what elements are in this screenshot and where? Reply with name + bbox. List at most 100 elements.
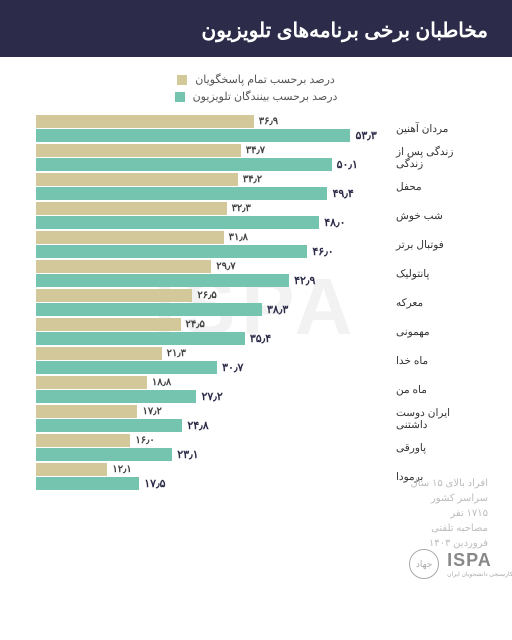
bar-outer: ۴۶٫۰ xyxy=(36,245,390,258)
bar-outer: ۱۷٫۲ xyxy=(36,405,390,418)
bar xyxy=(36,173,238,186)
bar xyxy=(36,376,147,389)
bar xyxy=(36,129,350,142)
row-bars: ۲۶٫۵ ۳۸٫۳ xyxy=(36,289,390,316)
bar-outer: ۴۸٫۰ xyxy=(36,216,390,229)
bar-value: ۴۸٫۰ xyxy=(324,216,345,229)
bar xyxy=(36,448,172,461)
bar-value: ۵۳٫۳ xyxy=(355,129,376,142)
chart-row: پاورقی ۱۶٫۰ ۲۳٫۱ xyxy=(36,434,476,461)
bar xyxy=(36,187,327,200)
row-label: زندگی پس از زندگی xyxy=(390,146,476,170)
legend-label-b: درصد برحسب بینندگان تلویزیون xyxy=(193,90,338,103)
bar-outer: ۳۶٫۹ xyxy=(36,115,390,128)
chart-row: پانتولیک ۲۹٫۷ ۴۲٫۹ xyxy=(36,260,476,287)
bar-value: ۱۶٫۰ xyxy=(135,435,154,446)
bar-value: ۲۷٫۲ xyxy=(201,390,222,403)
bar xyxy=(36,303,262,316)
row-label: ماه خدا xyxy=(390,355,476,367)
legend: درصد برحسب تمام پاسخگویان درصد برحسب بین… xyxy=(0,73,512,103)
bar-value: ۲۴٫۸ xyxy=(187,419,208,432)
bar-outer: ۲۴٫۵ xyxy=(36,318,390,331)
row-bars: ۳۱٫۸۴۶٫۰ xyxy=(36,231,390,258)
bar xyxy=(36,347,162,360)
bar-outer: ۳۴٫۲ xyxy=(36,173,390,186)
bar xyxy=(36,419,182,432)
meta-l4: مصاحبه تلفنی xyxy=(0,521,488,536)
bar xyxy=(36,274,289,287)
legend-item-b: درصد برحسب بینندگان تلویزیون xyxy=(175,90,338,103)
bar-outer: ۳۲٫۳ xyxy=(36,202,390,215)
bar-value: ۳۶٫۹ xyxy=(259,116,278,127)
chart-row: محفل ۳۴٫۲ ۴۹٫۴ xyxy=(36,173,476,200)
bar-chart: مردان آهنین۳۶٫۹۵۳٫۳زندگی پس از زندگی۳۴٫۷… xyxy=(0,115,512,490)
bar-value: ۴۲٫۹ xyxy=(294,274,315,287)
chart-row: مردان آهنین ۳۶٫۹ ۵۳٫۳ xyxy=(36,115,476,142)
bar xyxy=(36,463,107,476)
bar-value: ۴۹٫۴ xyxy=(332,187,353,200)
row-label: پاورقی xyxy=(390,442,476,454)
legend-item-a: درصد برحسب تمام پاسخگویان xyxy=(177,73,335,86)
bar-outer: ۴۲٫۹ xyxy=(36,274,390,287)
row-bars: ۳۴٫۷ ۵۰٫۱ xyxy=(36,144,390,171)
bar-outer: ۳۰٫۷ xyxy=(36,361,390,374)
chart-row: فوتبال برتر۳۱٫۸۴۶٫۰ xyxy=(36,231,476,258)
row-bars: ۱۶٫۰ ۲۳٫۱ xyxy=(36,434,390,461)
row-bars: ۲۴٫۵ ۳۵٫۴ xyxy=(36,318,390,345)
row-label: مردان آهنین xyxy=(390,123,476,135)
bar-value: ۵۰٫۱ xyxy=(337,158,358,171)
bar-value: ۱۸٫۸ xyxy=(152,377,171,388)
footer-meta: افراد بالای ۱۵ سال سراسر کشور ۱۷۱۵ نفر م… xyxy=(0,476,488,551)
meta-l1: افراد بالای ۱۵ سال xyxy=(0,476,488,491)
row-label: مهمونی xyxy=(390,326,476,338)
brand-sub: مرکز افکارسنجی دانشجویان ایران xyxy=(447,571,512,578)
row-label: پانتولیک xyxy=(390,268,476,280)
bar xyxy=(36,318,181,331)
row-bars: ۳۲٫۳۴۸٫۰ xyxy=(36,202,390,229)
meta-l2: سراسر کشور xyxy=(0,491,488,506)
bar-value: ۲۶٫۵ xyxy=(197,290,216,301)
bar-outer: ۳۵٫۴ xyxy=(36,332,390,345)
bar xyxy=(36,202,227,215)
chart-row: معرکه۲۶٫۵۳۸٫۳ xyxy=(36,289,476,316)
bar-value: ۲۴٫۵ xyxy=(186,319,205,330)
bar-value: ۱۲٫۱ xyxy=(112,464,131,475)
row-bars: ۲۱٫۳۳۰٫۷ xyxy=(36,347,390,374)
bar xyxy=(36,405,137,418)
bar-value: ۳۵٫۴ xyxy=(250,332,271,345)
brand-name: ISPA xyxy=(447,550,512,571)
bar xyxy=(36,158,332,171)
chart-row: ماه خدا۲۱٫۳۳۰٫۷ xyxy=(36,347,476,374)
brand-logo-icon: جهاد xyxy=(409,549,439,579)
legend-swatch-b xyxy=(175,92,185,102)
row-label: ماه من xyxy=(390,384,476,396)
bar-value: ۴۶٫۰ xyxy=(312,245,333,258)
legend-label-a: درصد برحسب تمام پاسخگویان xyxy=(195,73,335,86)
bar-value: ۱۷٫۲ xyxy=(142,406,161,417)
bar-outer: ۳۱٫۸ xyxy=(36,231,390,244)
row-bars: ۱۸٫۸ ۲۷٫۲ xyxy=(36,376,390,403)
bar-value: ۳۸٫۳ xyxy=(267,303,288,316)
bar-value: ۳۴٫۲ xyxy=(243,174,262,185)
bar-value: ۲۹٫۷ xyxy=(216,261,235,272)
page-title: مخاطبان برخی برنامه‌های تلویزیون xyxy=(24,18,488,43)
bar xyxy=(36,332,245,345)
bar-value: ۳۴٫۷ xyxy=(246,145,265,156)
legend-swatch-a xyxy=(177,75,187,85)
row-bars: ۱۷٫۲ ۲۴٫۸ xyxy=(36,405,390,432)
bar xyxy=(36,144,241,157)
bar-outer: ۲۶٫۵ xyxy=(36,289,390,302)
row-label: محفل xyxy=(390,181,476,193)
bar-outer: ۲۱٫۳ xyxy=(36,347,390,360)
bar-outer: ۲۴٫۸ xyxy=(36,419,390,432)
chart-row: زندگی پس از زندگی ۳۴٫۷ ۵۰٫۱ xyxy=(36,144,476,171)
bar-value: ۲۳٫۱ xyxy=(177,448,198,461)
bar xyxy=(36,390,196,403)
row-bars: ۳۶٫۹ ۵۳٫۳ xyxy=(36,115,390,142)
bar-outer: ۱۲٫۱ xyxy=(36,463,390,476)
bar-outer: ۱۶٫۰ xyxy=(36,434,390,447)
chart-row: ایران دوست داشتنی۱۷٫۲۲۴٫۸ xyxy=(36,405,476,432)
bar-outer: ۱۸٫۸ xyxy=(36,376,390,389)
row-bars: ۲۹٫۷ ۴۲٫۹ xyxy=(36,260,390,287)
bar xyxy=(36,231,224,244)
